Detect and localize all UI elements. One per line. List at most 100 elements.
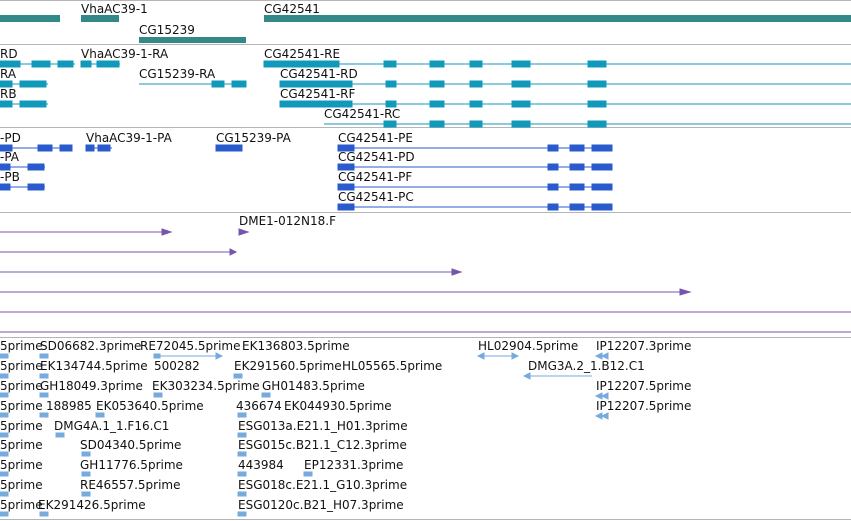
transcript-feature-cg42541-rc[interactable] [324, 120, 851, 128]
est-label: EK136803.5prime [242, 339, 350, 353]
est-label: 5prime [0, 359, 43, 373]
gene-feature-vhaac39-1[interactable] [81, 15, 119, 22]
cds-feature[interactable] [0, 163, 45, 171]
clone-feature[interactable] [0, 268, 463, 276]
gene-feature-cg15239[interactable] [139, 37, 246, 43]
est-label: 5prime [0, 339, 43, 353]
est-feature[interactable] [594, 412, 609, 420]
est-label: 5prime [0, 438, 43, 452]
est-feature[interactable] [153, 392, 163, 398]
est-label: 5prime [0, 498, 43, 512]
clone-feature[interactable] [0, 228, 173, 236]
transcript-feature-cg15239-ra[interactable] [139, 80, 247, 88]
clone-track [0, 228, 851, 333]
transcript-feature-cg42541-re[interactable] [263, 60, 851, 68]
track-separator [0, 127, 851, 128]
est-feature[interactable] [237, 412, 247, 418]
est-label: EP12331.3prime [304, 458, 404, 472]
est-feature[interactable] [476, 352, 520, 360]
est-label: SD06682.3prime [40, 339, 142, 353]
gene-feature-cg42541[interactable] [264, 15, 851, 22]
est-feature[interactable] [237, 432, 247, 438]
est-label: 188985 [46, 399, 92, 413]
transcript-feature[interactable] [0, 80, 48, 88]
est-label: IP12207.5prime [596, 399, 692, 413]
est-label: 436674 [236, 399, 282, 413]
est-label: GH18049.3prime [40, 379, 143, 393]
est-label: DMG4A.1_1.F16.C1 [54, 419, 170, 433]
est-label: ESG013a.E21.1_H01.3prime [238, 419, 408, 433]
est-feature[interactable] [237, 451, 247, 457]
est-track [0, 352, 609, 517]
est-label: 5prime [0, 399, 43, 413]
est-feature[interactable] [237, 511, 247, 517]
est-label: 443984 [238, 458, 284, 472]
est-feature[interactable] [237, 471, 313, 477]
est-feature[interactable] [594, 352, 609, 360]
cds-feature-cg15239-pa[interactable] [215, 144, 243, 152]
cds-feature[interactable] [0, 144, 73, 152]
cds-feature[interactable] [0, 183, 45, 191]
est-feature[interactable] [0, 353, 49, 359]
est-label: EK134744.5prime [40, 359, 148, 373]
est-label: HL05565.5prime [342, 359, 443, 373]
est-feature[interactable] [261, 392, 271, 398]
est-label: DMG3A.2_1.B12.C1 [528, 359, 645, 373]
cds-feature-cg42541-pc[interactable] [337, 203, 613, 211]
est-label: ESG0120c.B21_H07.3prime [238, 498, 404, 512]
gene-feature-left[interactable] [0, 15, 60, 22]
est-feature[interactable] [233, 373, 243, 379]
est-feature[interactable] [95, 412, 105, 418]
est-feature[interactable] [0, 511, 49, 517]
cds-feature-cg42541-pd[interactable] [337, 163, 613, 171]
est-feature[interactable] [0, 491, 91, 497]
gene-label-cg15239: CG15239 [139, 23, 195, 37]
transcript-label: RD [0, 47, 18, 61]
cds-feature-cg42541-pf[interactable] [337, 183, 613, 191]
est-feature[interactable] [594, 392, 609, 400]
transcript-feature-cg42541-rd[interactable] [279, 80, 851, 88]
cds-label: CG15239-PA [216, 131, 291, 145]
cds-label: CG42541-PD [338, 150, 415, 164]
transcript-feature-cg42541-rf[interactable] [279, 100, 851, 108]
est-label: EK044930.5prime [284, 399, 392, 413]
est-label: 5prime [0, 478, 43, 492]
cds-label: CG42541-PC [338, 190, 414, 204]
est-feature[interactable] [0, 412, 49, 418]
track-separator [0, 44, 851, 45]
clone-label: DME1-012N18.F [239, 214, 337, 228]
est-label: GH11776.5prime [80, 458, 183, 472]
transcript-track [0, 60, 851, 128]
est-label: IP12207.5prime [596, 379, 692, 393]
transcript-label: RA [0, 67, 17, 81]
clone-feature[interactable] [0, 248, 238, 256]
est-feature[interactable] [0, 451, 91, 457]
est-label: 500282 [154, 359, 200, 373]
est-label: GH01483.5prime [262, 379, 365, 393]
clone-feature-dme1-012n18-f[interactable] [238, 228, 250, 236]
cds-feature-cg42541-pe[interactable] [337, 144, 613, 152]
est-label: 5prime [0, 379, 43, 393]
est-feature[interactable] [153, 352, 224, 360]
est-feature[interactable] [0, 373, 49, 379]
transcript-label: CG15239-RA [139, 67, 216, 81]
gene-track [0, 15, 851, 43]
gene-label-vhaac39-1: VhaAC39-1 [81, 2, 148, 16]
cds-feature-vhaac39-1-pa[interactable] [85, 144, 112, 152]
est-feature[interactable] [0, 471, 91, 477]
transcript-feature[interactable] [0, 60, 75, 68]
est-feature[interactable] [237, 491, 247, 497]
transcript-feature[interactable] [0, 100, 48, 108]
est-label: EK303234.5prime [152, 379, 260, 393]
est-label: IP12207.3prime [596, 339, 692, 353]
est-feature[interactable] [522, 372, 592, 380]
est-label: SD04340.5prime [80, 438, 182, 452]
track-separator [0, 0, 851, 1]
est-feature[interactable] [0, 432, 65, 438]
transcript-feature-vhaac39-1-ra[interactable] [80, 60, 120, 68]
clone-feature[interactable] [0, 288, 692, 296]
transcript-label: CG42541-RE [264, 47, 341, 61]
est-label: RE72045.5prime [140, 339, 241, 353]
est-feature[interactable] [0, 392, 49, 398]
est-label: 5prime [0, 419, 43, 433]
